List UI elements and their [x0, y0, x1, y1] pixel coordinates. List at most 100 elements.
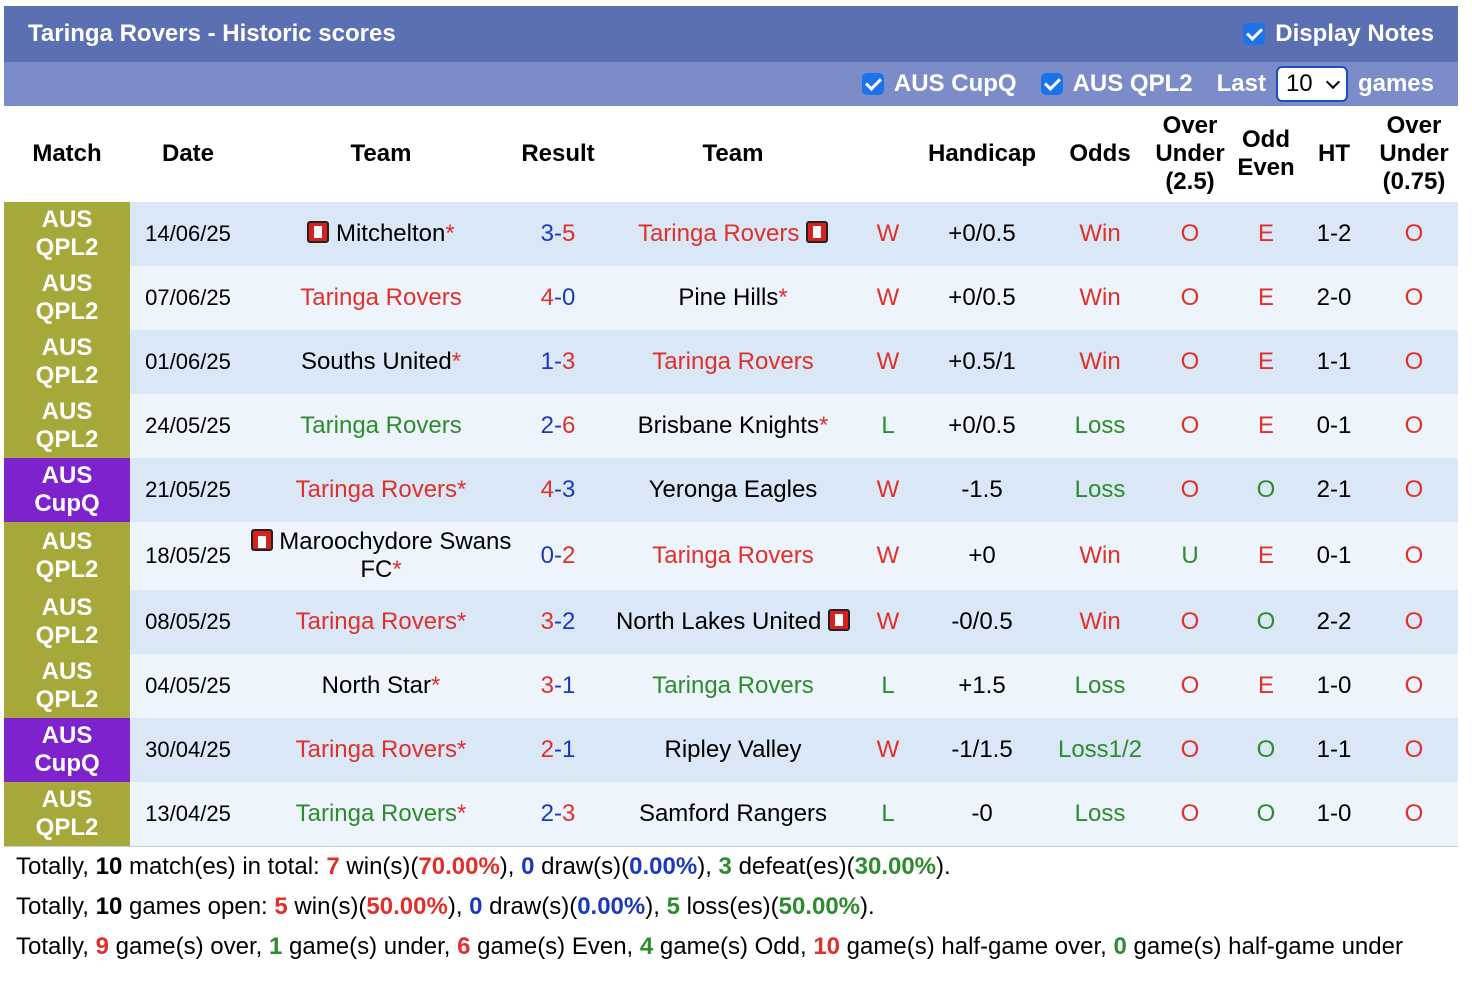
- league-badge[interactable]: AUS QPL2: [4, 202, 130, 266]
- half-time-score: 1-2: [1298, 202, 1370, 266]
- home-team[interactable]: North Star*: [246, 654, 516, 718]
- odds-result: Win: [1054, 330, 1146, 394]
- home-team[interactable]: Taringa Rovers*: [246, 590, 516, 654]
- over-under-ht: O: [1370, 394, 1458, 458]
- league-badge[interactable]: AUS QPL2: [4, 522, 130, 590]
- away-team-name: Samford Rangers: [638, 800, 828, 827]
- match-date: 14/06/25: [130, 202, 246, 266]
- col-away-team: Team: [600, 106, 866, 202]
- match-result[interactable]: 4-0: [516, 266, 600, 330]
- over-under: O: [1146, 782, 1234, 846]
- odd-even: E: [1234, 654, 1298, 718]
- away-star: *: [778, 284, 788, 311]
- score-away: 2: [562, 608, 576, 635]
- away-team[interactable]: Taringa Rovers: [600, 654, 866, 718]
- home-star: *: [457, 736, 467, 763]
- odds-result: Win: [1054, 202, 1146, 266]
- win-loss: W: [866, 590, 910, 654]
- away-team[interactable]: Taringa Rovers: [600, 202, 866, 266]
- filter-bar: AUS CupQ AUS QPL2 Last 10 games: [4, 62, 1458, 106]
- last-games-value: 10: [1285, 70, 1313, 97]
- display-notes-checkbox[interactable]: [1243, 23, 1266, 45]
- match-result[interactable]: 2-1: [516, 718, 600, 782]
- score-home: 2: [540, 412, 554, 439]
- score-home: 2: [540, 736, 554, 763]
- panel-title: Taringa Rovers - Historic scores: [28, 20, 396, 47]
- over-under-ht: O: [1370, 522, 1458, 590]
- qpl2-checkbox[interactable]: [1040, 73, 1063, 95]
- league-badge[interactable]: AUS QPL2: [4, 266, 130, 330]
- away-team[interactable]: North Lakes United: [600, 590, 866, 654]
- home-team[interactable]: Mitchelton*: [246, 202, 516, 266]
- odd-even: E: [1234, 266, 1298, 330]
- league-badge[interactable]: AUS QPL2: [4, 782, 130, 846]
- qpl2-label: AUS QPL2: [1072, 70, 1193, 97]
- col-result: Result: [516, 106, 600, 202]
- match-date: 30/04/25: [130, 718, 246, 782]
- handicap: +0/0.5: [910, 394, 1054, 458]
- half-time-score: 1-1: [1298, 330, 1370, 394]
- match-result[interactable]: 2-6: [516, 394, 600, 458]
- home-star: *: [457, 608, 467, 635]
- away-team[interactable]: Samford Rangers: [600, 782, 866, 846]
- away-team[interactable]: Taringa Rovers: [600, 330, 866, 394]
- last-games-select[interactable]: 10: [1275, 66, 1348, 102]
- home-team-name: Taringa Rovers: [295, 800, 458, 827]
- match-date: 04/05/25: [130, 654, 246, 718]
- score-away: 0: [562, 284, 576, 311]
- col-home-team: Team: [246, 106, 516, 202]
- match-result[interactable]: 1-3: [516, 330, 600, 394]
- summary-open: Totally, 10 games open: 5 win(s)(50.00%)…: [16, 893, 875, 920]
- away-team[interactable]: Taringa Rovers: [600, 522, 866, 590]
- filter-qpl2[interactable]: AUS QPL2: [1040, 70, 1193, 98]
- home-team[interactable]: Taringa Rovers*: [246, 718, 516, 782]
- filter-cupq[interactable]: AUS CupQ: [861, 70, 1017, 98]
- away-team[interactable]: Brisbane Knights*: [600, 394, 866, 458]
- league-badge[interactable]: AUS QPL2: [4, 394, 130, 458]
- table-row: AUS QPL2 04/05/25 North Star* 3-1 Taringa…: [4, 654, 1458, 718]
- table-row: AUS CupQ 30/04/25 Taringa Rovers* 2-1 Rip…: [4, 718, 1458, 782]
- match-result[interactable]: 0-2: [516, 522, 600, 590]
- col-handicap: Handicap: [910, 106, 1054, 202]
- table-row: AUS QPL2 01/06/25 Souths United* 1-3 Tari…: [4, 330, 1458, 394]
- away-team[interactable]: Pine Hills*: [600, 266, 866, 330]
- home-team-name: Souths United: [300, 348, 452, 375]
- league-badge[interactable]: AUS QPL2: [4, 330, 130, 394]
- away-team[interactable]: Ripley Valley: [600, 718, 866, 782]
- scores-table: Match Date Team Result Team Handicap Odd…: [4, 106, 1458, 846]
- home-team[interactable]: Souths United*: [246, 330, 516, 394]
- col-odds: Odds: [1054, 106, 1146, 202]
- home-team[interactable]: Maroochydore Swans FC*: [246, 522, 516, 590]
- league-badge[interactable]: AUS CupQ: [4, 718, 130, 782]
- away-team-name: Taringa Rovers: [637, 220, 800, 247]
- score-away: 1: [562, 736, 576, 763]
- win-loss: W: [866, 458, 910, 522]
- display-notes-toggle[interactable]: Display Notes: [1243, 20, 1434, 48]
- league-badge[interactable]: AUS QPL2: [4, 590, 130, 654]
- home-team[interactable]: Taringa Rovers: [246, 266, 516, 330]
- league-badge[interactable]: AUS CupQ: [4, 458, 130, 522]
- col-ht: HT: [1298, 106, 1370, 202]
- score-away: 6: [562, 412, 576, 439]
- match-result[interactable]: 2-3: [516, 782, 600, 846]
- home-team[interactable]: Taringa Rovers: [246, 394, 516, 458]
- match-date: 18/05/25: [130, 522, 246, 590]
- red-card-icon: [828, 609, 851, 631]
- league-badge[interactable]: AUS QPL2: [4, 654, 130, 718]
- match-result[interactable]: 3-5: [516, 202, 600, 266]
- home-team[interactable]: Taringa Rovers*: [246, 458, 516, 522]
- match-result[interactable]: 4-3: [516, 458, 600, 522]
- win-loss: L: [866, 654, 910, 718]
- odd-even: O: [1234, 458, 1298, 522]
- match-result[interactable]: 3-2: [516, 590, 600, 654]
- col-date: Date: [130, 106, 246, 202]
- historic-scores-panel: Taringa Rovers - Historic scores Display…: [4, 6, 1458, 967]
- col-over-under-ht: Over Under (0.75): [1370, 106, 1458, 202]
- table-row: AUS QPL2 13/04/25 Taringa Rovers* 2-3 Sam…: [4, 782, 1458, 846]
- away-team[interactable]: Yeronga Eagles: [600, 458, 866, 522]
- home-team[interactable]: Taringa Rovers*: [246, 782, 516, 846]
- cupq-checkbox[interactable]: [861, 73, 884, 95]
- odds-result: Win: [1054, 266, 1146, 330]
- match-result[interactable]: 3-1: [516, 654, 600, 718]
- table-row: AUS QPL2 24/05/25 Taringa Rovers 2-6 Bris…: [4, 394, 1458, 458]
